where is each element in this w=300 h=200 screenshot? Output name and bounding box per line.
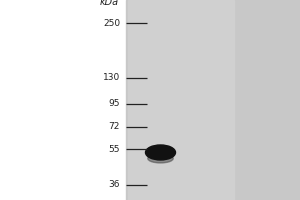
Bar [126, 0, 300, 200]
Text: kDa: kDa [99, 0, 119, 7]
Text: 72: 72 [109, 122, 120, 131]
Ellipse shape [146, 145, 176, 160]
Text: 130: 130 [103, 73, 120, 82]
Text: 95: 95 [109, 99, 120, 108]
Text: 55: 55 [109, 145, 120, 154]
Bar [128, 0, 234, 200]
Text: 36: 36 [109, 180, 120, 189]
Ellipse shape [148, 154, 173, 163]
Text: 250: 250 [103, 19, 120, 28]
